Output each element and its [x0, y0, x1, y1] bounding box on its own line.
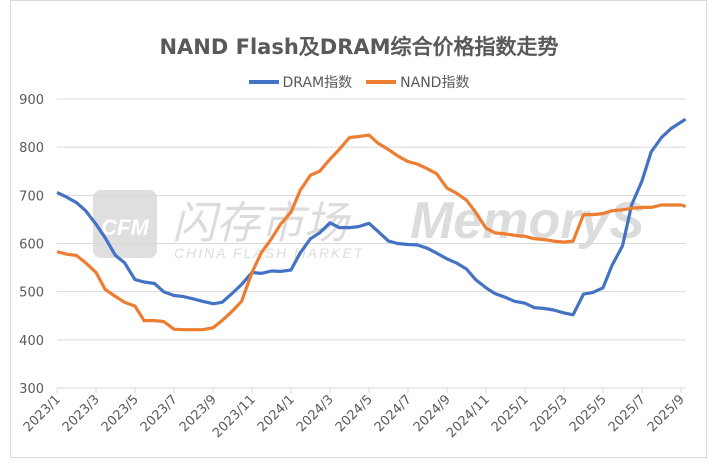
- x-tick-label: 2025/7: [606, 392, 649, 435]
- x-tick-label: 2024/7: [372, 392, 415, 435]
- x-tick-label: 2023/3: [60, 392, 103, 435]
- watermark-en: CHINA FLASH MARKET: [174, 245, 364, 261]
- y-tick-label: 800: [19, 141, 44, 156]
- y-tick-label: 400: [19, 334, 44, 349]
- legend-label-nand: NAND指数: [400, 75, 470, 91]
- x-tick-label: 2025/5: [567, 392, 610, 435]
- x-tick-label: 2024/5: [333, 392, 376, 435]
- legend: DRAM指数 NAND指数: [0, 72, 718, 92]
- chart-frame: [10, 0, 707, 458]
- x-tick-label: 2023/5: [99, 392, 142, 435]
- y-tick-label: 300: [19, 382, 44, 397]
- watermark-cn: 闪存市场: [172, 199, 352, 248]
- x-tick-label: 2025/3: [528, 392, 571, 435]
- chart-title: NAND Flash及DRAM综合价格指数走势: [159, 35, 559, 59]
- legend-item-nand[interactable]: NAND指数: [366, 72, 469, 92]
- y-tick-label: 700: [19, 189, 44, 204]
- legend-swatch-nand: [366, 80, 397, 84]
- nand-series-line: [56, 133, 687, 332]
- x-tick-label: 2024/11: [444, 392, 493, 441]
- legend-item-dram[interactable]: DRAM指数: [248, 72, 353, 92]
- watermark-brand: MemoryS: [410, 192, 644, 250]
- y-tick-label: 600: [19, 238, 44, 253]
- x-tick-label: 2023/11: [210, 392, 259, 441]
- dram-series-line: [56, 117, 687, 317]
- cfm-logo: [93, 190, 157, 258]
- legend-label-dram: DRAM指数: [282, 75, 353, 91]
- cfm-logo-text: CFM: [101, 215, 149, 240]
- y-tick-label: 900: [19, 93, 44, 108]
- x-tick-label: 2023/1: [21, 392, 64, 435]
- x-tick-label: 2024/1: [255, 392, 298, 435]
- y-tick-label: 500: [19, 286, 44, 301]
- legend-swatch-dram: [248, 80, 279, 84]
- x-tick-label: 2024/3: [294, 392, 337, 435]
- x-tick-label: 2025/9: [645, 392, 688, 435]
- x-tick-label: 2025/1: [489, 392, 532, 435]
- x-tick-label: 2023/7: [138, 392, 181, 435]
